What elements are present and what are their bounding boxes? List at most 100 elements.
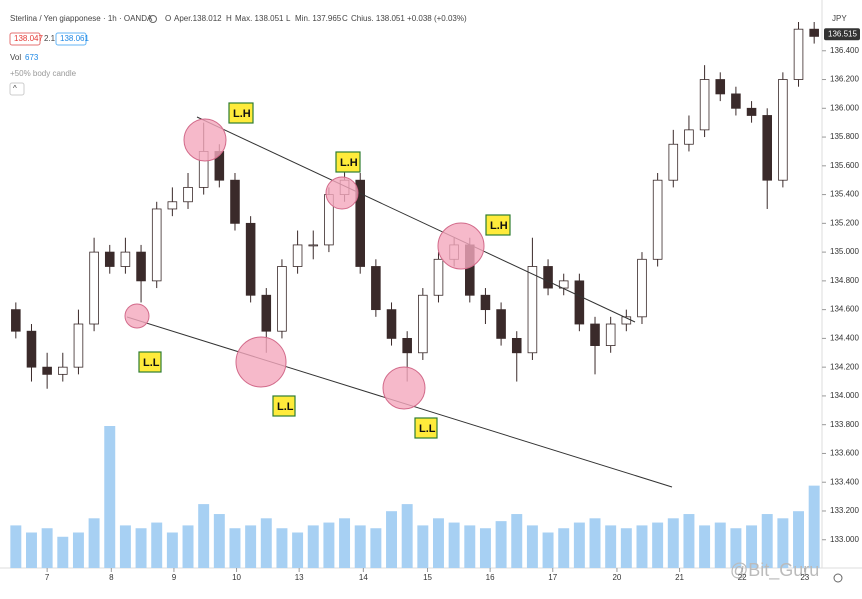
y-tick-label: 133.600 <box>830 449 859 458</box>
candle-body <box>543 266 553 289</box>
volume-bar <box>464 525 476 568</box>
highlight-circle <box>183 118 227 162</box>
ohlc-l: L <box>286 14 291 23</box>
y-tick-label: 135.000 <box>830 247 859 256</box>
annotation: L.H <box>233 108 251 120</box>
highlight-circle <box>437 222 485 270</box>
candle-body <box>355 179 365 267</box>
highlight-circle <box>382 366 426 410</box>
candle-body <box>715 79 726 95</box>
volume-bar <box>761 514 773 568</box>
candle-body <box>652 179 663 260</box>
volume-bar <box>620 528 632 568</box>
volume-bar <box>88 518 100 568</box>
highlight-circle <box>325 176 359 210</box>
y-tick-label: 134.400 <box>830 334 859 343</box>
volume-bar <box>479 528 491 568</box>
candle-body <box>433 258 444 296</box>
last-price: 136.515 <box>828 29 857 38</box>
volume-bar <box>151 522 163 568</box>
candle-body <box>245 222 256 296</box>
x-tick-label: 7 <box>45 573 50 582</box>
volume-bar <box>730 528 742 568</box>
candle-body <box>183 186 193 203</box>
volume-bar <box>292 532 304 568</box>
sell-box[interactable] <box>9 32 41 46</box>
candle-body <box>371 266 381 311</box>
volume-bar <box>41 528 53 568</box>
volume-bar <box>589 518 601 568</box>
volume-bar <box>714 522 726 568</box>
volume-bar <box>777 518 789 568</box>
ohlc-h: H <box>226 14 232 23</box>
annotation-box <box>228 102 254 124</box>
settings-icon[interactable] <box>833 573 843 583</box>
volume-bar <box>636 525 648 568</box>
candle-body <box>26 330 37 368</box>
x-tick-label: 17 <box>548 573 557 582</box>
y-tick-label: 134.000 <box>830 391 859 400</box>
candle-body <box>167 201 178 210</box>
candle-body <box>418 294 428 354</box>
volume-bar <box>354 525 366 568</box>
collapse-button[interactable] <box>9 82 25 96</box>
volume-bar <box>26 532 37 568</box>
volume-bar <box>511 514 523 568</box>
volume-bar <box>323 522 335 568</box>
volume-bar <box>182 525 194 568</box>
x-tick-label: 13 <box>295 573 304 582</box>
y-tick-label: 135.200 <box>830 218 859 227</box>
symbol-title: Sterlina / Yen giapponese · 1h · OANDA <box>10 14 153 23</box>
volume-bar <box>526 525 538 568</box>
candle-body <box>136 251 146 282</box>
ohlc-close: Chius. 138.051 +0.038 (+0.03%) <box>351 14 467 23</box>
candle-body <box>778 79 788 181</box>
x-tick-label: 9 <box>172 573 177 582</box>
volume-bar <box>448 522 460 568</box>
volume-bar <box>339 518 351 568</box>
volume-bar <box>245 525 257 568</box>
candle-body <box>277 266 287 332</box>
buy-box[interactable] <box>55 32 87 46</box>
currency: JPY <box>832 14 847 23</box>
y-tick-label: 136.400 <box>830 46 859 55</box>
volume-bar <box>433 518 444 568</box>
volume-bar <box>213 514 225 568</box>
volume-bar <box>699 525 711 568</box>
y-tick-label: 134.800 <box>830 276 859 285</box>
volume-bar <box>119 525 131 568</box>
volume-value: 673 <box>25 53 39 62</box>
candle-body <box>793 28 804 80</box>
volume-bar <box>401 504 413 568</box>
candle-body <box>386 309 397 339</box>
volume-bar <box>542 532 554 568</box>
volume-bar <box>605 525 617 568</box>
candle-body <box>151 208 162 282</box>
x-tick-label: 14 <box>359 573 368 582</box>
volume-bar <box>417 525 429 568</box>
candle-body <box>574 280 585 325</box>
ohlc-c: C <box>342 14 348 23</box>
last-price-tag <box>824 28 860 41</box>
candle-body <box>496 309 506 339</box>
sell-price: 138.047 <box>14 34 43 43</box>
annotation: L.H <box>490 220 508 232</box>
candle-body <box>402 337 412 354</box>
candle-body <box>746 107 757 116</box>
ohlc-high: Max. 138.051 <box>235 14 284 23</box>
volume-bar <box>370 528 382 568</box>
annotation-box <box>414 417 438 439</box>
volume-bar <box>166 532 178 568</box>
candle-body <box>637 258 647 318</box>
candle-body <box>668 143 679 181</box>
candle-body <box>73 323 84 368</box>
volume-bar <box>72 532 84 568</box>
candle-body <box>292 244 303 267</box>
annotation-box <box>335 151 361 173</box>
y-tick-label: 133.400 <box>830 477 859 486</box>
volume-bar <box>558 528 570 568</box>
candle-body <box>558 280 569 289</box>
y-tick-label: 135.400 <box>830 190 859 199</box>
ohlc-low: Min. 137.965 <box>295 14 342 23</box>
